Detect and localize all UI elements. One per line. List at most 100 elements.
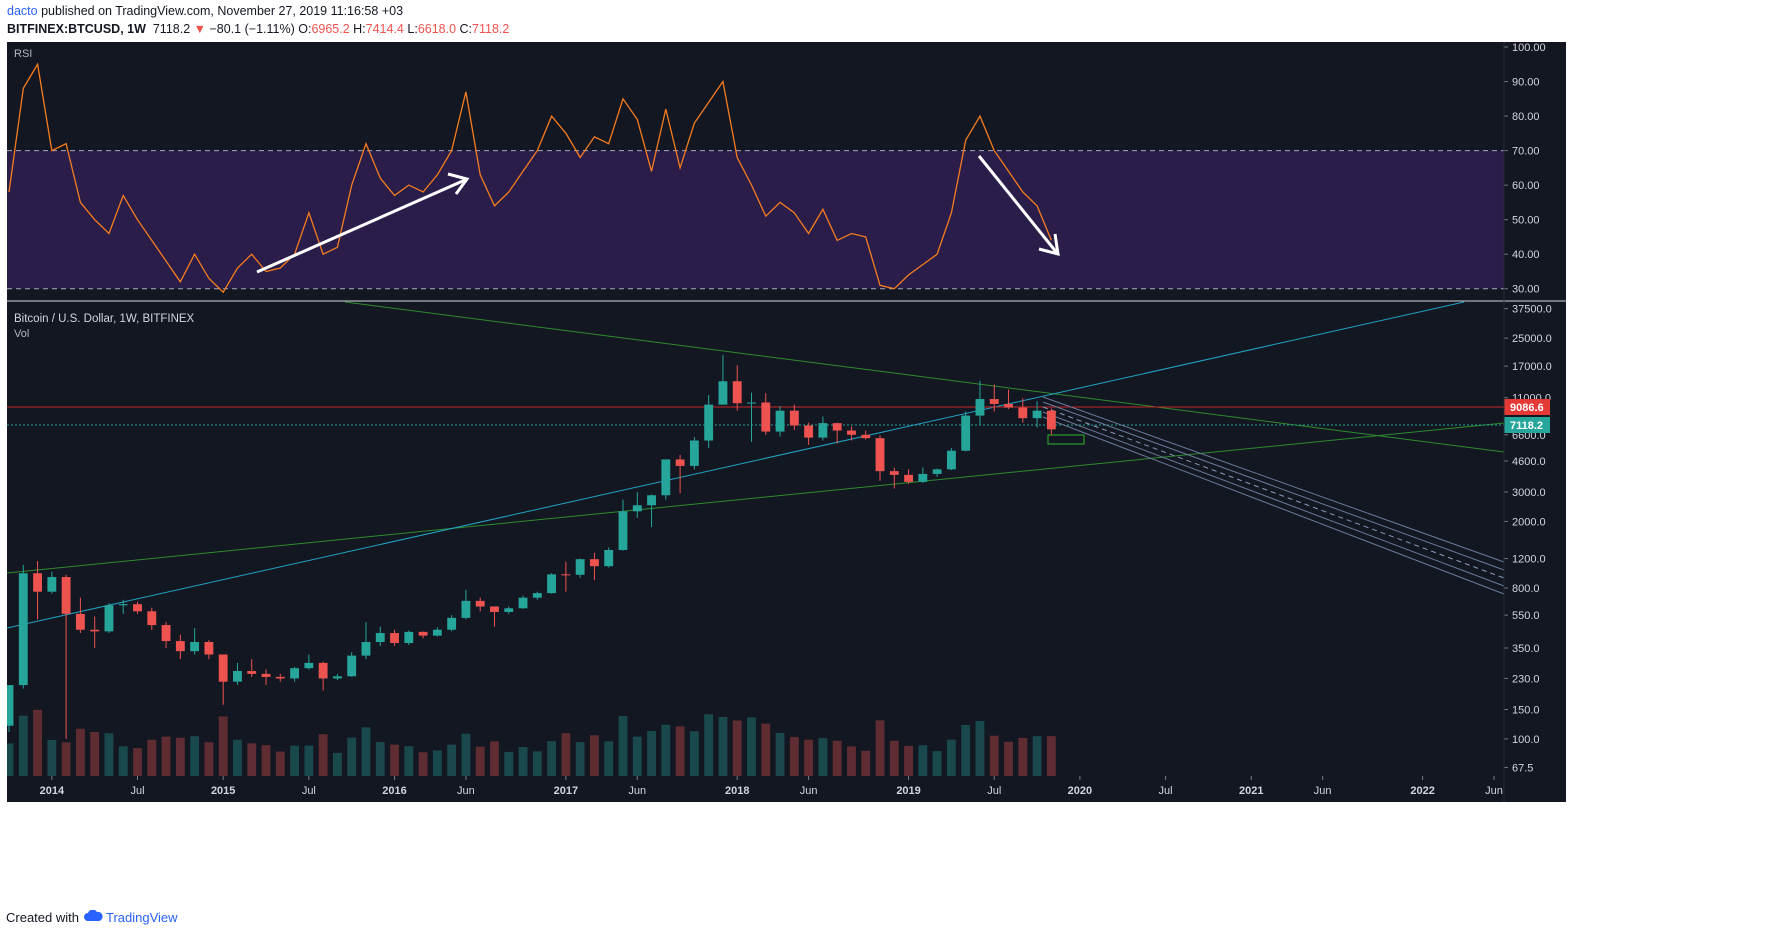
open-label: O: [298,22,312,36]
tradingview-brand-link[interactable]: TradingView [106,910,178,925]
volume-bar [375,742,385,776]
time-tick-label: Jun [1485,785,1503,797]
time-tick-label: 2015 [211,785,235,797]
volume-bar [233,739,242,776]
candle-body [575,559,585,575]
price-tick-label: 550.0 [1512,610,1540,622]
chart-area[interactable]: 100.00 90.00 80.00 70.00 60.00 50.00 40.00 30.0… [4,42,1765,902]
volume-bar [590,735,599,776]
green-support-line[interactable] [6,422,1505,574]
candle-body [318,662,328,679]
candle-body [118,604,128,606]
rsi-tick-label: 70.00 [1512,146,1540,158]
volume-bar [33,709,42,776]
open-value: 6965.2 [311,22,350,36]
price-axis-ticks: 37500.025000.017000.011000.06600.04600.0… [1504,304,1552,774]
green-target-box[interactable] [1047,434,1085,445]
volume-bar [761,723,771,776]
candle-body [618,511,628,550]
volume-bar [318,734,328,776]
candle-body [18,573,28,686]
time-axis[interactable]: 2014 Jul 2015 Jul 2016 Jun 2017 Jun 2018 Jun 2019 J… [40,776,1503,797]
candle-body [261,673,271,677]
volume-bar [861,750,871,776]
candle-body [590,559,599,567]
candle-body [290,668,300,679]
time-tick-label: 2018 [725,785,749,797]
candle-body [647,495,656,506]
author-link[interactable]: dacto [7,4,38,18]
candle-body [561,574,571,576]
volume-bar [361,727,371,776]
price-tick-label: 17000.0 [1512,361,1552,373]
volume-bars [4,709,1056,776]
candle-body [375,633,385,643]
candle-body [789,410,799,426]
candle-body [1032,410,1042,419]
volume-bar [290,745,300,776]
candle-body [946,450,956,470]
volume-bar [347,737,357,776]
candle-body [732,381,742,404]
volume-bar [475,746,485,776]
candle-body [175,641,185,652]
channel-mid-line[interactable] [1042,406,1505,579]
candle-body [233,670,242,682]
candle-body [718,381,728,405]
volume-bar [404,746,414,776]
volume-bar [847,746,856,776]
candle-body [361,642,371,656]
publish-line: dacto published on TradingView.com, Nove… [7,4,403,18]
volume-bar [61,742,71,776]
close-value: 7118.2 [472,22,510,36]
candle-body [47,577,57,592]
trendline-drawings[interactable] [6,301,1505,629]
candle-body [332,676,342,679]
price-tick-label: 350.0 [1512,643,1540,655]
candle-body [675,459,685,466]
candle-body [761,402,771,432]
volume-bar [932,751,942,776]
red-price-tag-text: 9086.6 [1510,402,1544,414]
price-tick-label: 230.0 [1512,673,1540,685]
price-pane-title: Bitcoin / U.S. Dollar, 1W, BITFINEX [14,313,195,325]
channel-line-3[interactable] [1042,411,1505,587]
volume-bar [661,724,671,776]
price-change: −80.1 (−1.11%) [209,22,295,36]
blue-trend-line[interactable] [6,301,1465,629]
candle-body [532,593,542,598]
price-tick-label: 150.0 [1512,704,1540,716]
channel-line-1[interactable] [1042,396,1505,563]
time-axis-background [7,776,1504,802]
volume-bar [332,752,342,776]
chart-header: dacto published on TradingView.com, Nove… [0,0,1766,42]
candle-body [418,631,428,636]
channel-line-4[interactable] [1042,416,1505,595]
price-tick-label: 2000.0 [1512,516,1546,528]
last-price: 7118.2 [152,22,191,36]
channel-line-2[interactable] [1042,401,1505,571]
green-resistance-line[interactable] [344,301,1505,453]
symbol-label[interactable]: BITFINEX:BTCUSD, 1W [7,22,146,36]
arrow-up-shaft [256,178,466,274]
volume-bar [789,737,799,776]
volume-bar [675,726,685,776]
candlesticks [4,355,1056,739]
candle-body [204,642,214,655]
chart-canvas[interactable]: 100.00 90.00 80.00 70.00 60.00 50.00 40.00 30.0… [4,42,1765,902]
volume-bar [718,717,728,776]
price-tick-label: 100.0 [1512,734,1540,746]
candle-body [475,600,485,607]
volume-bar [1046,736,1056,776]
volume-bar [18,715,28,776]
created-with: Created with [6,910,79,925]
rsi-arrow-down[interactable] [977,155,1060,257]
tradingview-cloud-icon [83,909,103,925]
time-tick-label: 2016 [382,785,406,797]
rsi-arrow-up[interactable] [256,172,470,274]
candle-body [861,434,871,439]
candle-body [161,625,171,642]
volume-bar [889,740,899,776]
price-tick-label: 37500.0 [1512,304,1552,316]
volume-bar [275,751,285,776]
